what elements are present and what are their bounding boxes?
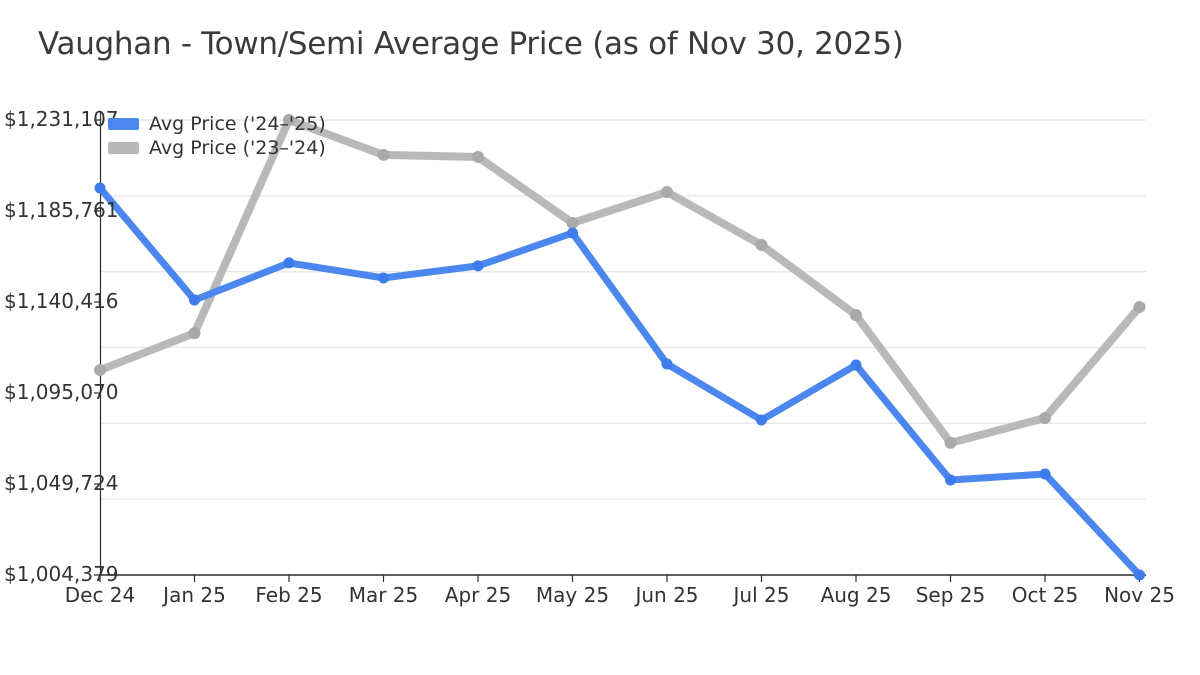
data-point-avg-price-23-24-sep-25 — [944, 436, 957, 449]
legend-swatch-icon — [108, 142, 139, 154]
legend-item-avg-price-24-25: Avg Price ('24–'25) — [108, 112, 326, 136]
data-point-avg-price-23-24-may-25 — [566, 216, 579, 229]
legend-swatch-icon — [108, 118, 139, 130]
data-point-avg-price-24-25-jan-25 — [189, 294, 200, 306]
data-point-avg-price-24-25-aug-25 — [850, 359, 862, 371]
data-point-avg-price-23-24-jul-25 — [755, 239, 768, 252]
series-line-avg-price-24-25 — [96, 184, 1143, 579]
legend-label-avg-price-24-25: Avg Price ('24–'25) — [149, 113, 326, 135]
data-point-avg-price-23-24-nov-25 — [1133, 301, 1146, 314]
data-point-avg-price-23-24-apr-25 — [472, 150, 484, 163]
data-point-avg-price-24-25-nov-25 — [1134, 569, 1145, 581]
data-point-avg-price-24-25-may-25 — [567, 227, 578, 239]
legend: Avg Price ('24–'25) Avg Price ('23–'24) — [108, 112, 326, 160]
data-point-avg-price-24-25-mar-25 — [378, 272, 389, 284]
data-point-avg-price-23-24-oct-25 — [1039, 412, 1051, 425]
data-point-avg-price-24-25-jul-25 — [756, 414, 767, 426]
data-point-avg-price-24-25-oct-25 — [1039, 468, 1051, 480]
series-line-avg-price-23-24 — [96, 116, 1144, 447]
data-point-avg-price-24-25-jun-25 — [661, 358, 673, 370]
data-point-avg-price-24-25-apr-25 — [472, 260, 484, 272]
legend-label-avg-price-23-24: Avg Price ('23–'24) — [149, 137, 326, 159]
legend-item-avg-price-23-24: Avg Price ('23–'24) — [108, 136, 326, 160]
data-point-avg-price-23-24-jun-25 — [661, 186, 673, 199]
data-point-avg-price-23-24-jan-25 — [188, 327, 201, 340]
data-point-avg-price-23-24-dec-24 — [94, 364, 106, 377]
data-point-avg-price-23-24-feb-25 — [283, 114, 295, 126]
data-point-avg-price-23-24-aug-25 — [850, 309, 862, 322]
data-point-avg-price-24-25-feb-25 — [283, 257, 295, 269]
data-point-avg-price-24-25-dec-24 — [94, 182, 106, 194]
data-point-avg-price-24-25-sep-25 — [945, 474, 956, 486]
chart-title: Vaughan - Town/Semi Average Price (as of… — [38, 26, 904, 62]
data-point-avg-price-23-24-mar-25 — [377, 148, 390, 161]
